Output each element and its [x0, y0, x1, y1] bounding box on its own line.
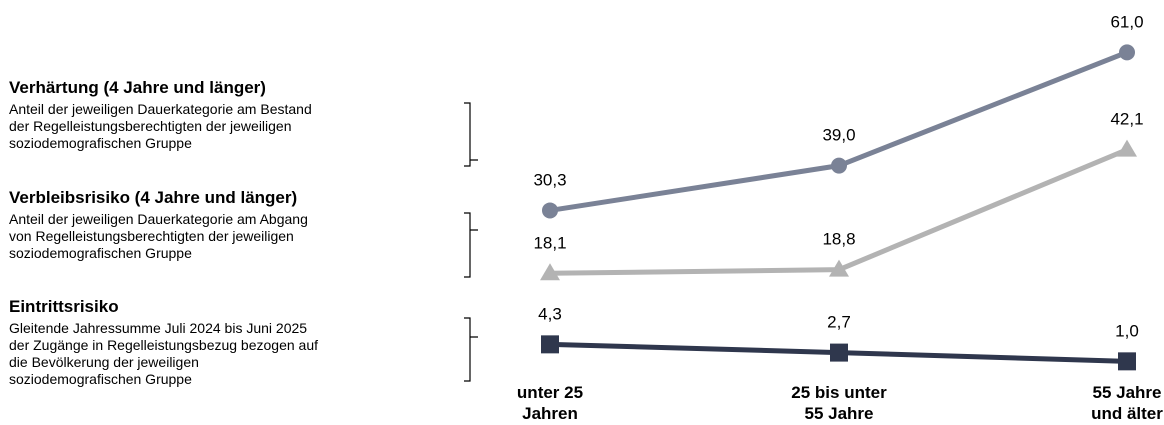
plot-area: 30,3 39,0 61,0 18,1 18,8 42,1 4,3 2,7 1,0 unter 2…: [517, 12, 1163, 423]
data-point-circle: [1119, 44, 1135, 61]
x-tick-label: und älter: [1091, 404, 1163, 423]
bracket-verbleibsrisiko: [464, 212, 478, 278]
x-tick-label: 55 Jahre: [1093, 383, 1162, 402]
x-tick-label: 25 bis unter: [791, 383, 887, 402]
legend-desc-line: soziodemografischen Gruppe: [9, 245, 192, 261]
data-point-circle: [542, 202, 558, 219]
legend-desc-line: der Zugänge in Regelleistungsbezug bezog…: [9, 337, 319, 353]
data-point-square: [541, 335, 559, 354]
legend-desc-line: Gleitende Jahressumme Juli 2024 bis Juni…: [9, 320, 308, 336]
data-point-square: [830, 343, 848, 362]
legend-verbleibsrisiko: Verbleibsrisiko (4 Jahre und länger) Ant…: [9, 188, 469, 262]
legend-description: Anteil der jeweiligen Dauerkategorie am …: [9, 211, 469, 262]
x-tick-label: 55 Jahre: [805, 404, 874, 423]
legend-description: Gleitende Jahressumme Juli 2024 bis Juni…: [9, 320, 469, 388]
data-label: 2,7: [827, 313, 851, 332]
legend-verhaertung: Verhärtung (4 Jahre und länger) Anteil d…: [9, 78, 469, 152]
legend-desc-line: Anteil der jeweiligen Dauerkategorie am …: [9, 211, 308, 227]
data-label: 61,0: [1110, 12, 1143, 31]
legend-desc-line: die Bevölkerung der jeweiligen: [9, 354, 199, 370]
data-point-triangle: [829, 259, 849, 277]
legend-eintrittsrisiko: Eintrittsrisiko Gleitende Jahressumme Ju…: [9, 297, 469, 388]
legend-desc-line: Anteil der jeweiligen Dauerkategorie am …: [9, 101, 312, 117]
bracket-verhaertung: [464, 102, 478, 167]
data-point-triangle: [540, 263, 560, 281]
data-label: 18,1: [533, 233, 566, 252]
data-label: 4,3: [538, 304, 562, 323]
legend-desc-line: der Regelleistungsberechtigten der jewei…: [9, 118, 292, 134]
legend-desc-line: soziodemografischen Gruppe: [9, 135, 192, 151]
x-tick-label: unter 25: [517, 383, 583, 402]
data-point-triangle: [1117, 139, 1137, 157]
legend-title: Eintrittsrisiko: [9, 297, 119, 316]
data-point-square: [1118, 352, 1136, 371]
data-label: 30,3: [533, 170, 566, 189]
data-label: 18,8: [822, 230, 855, 249]
legend-desc-line: von Regelleistungsberechtigten der jewei…: [9, 228, 294, 244]
data-label: 39,0: [822, 126, 855, 145]
legend-desc-line: soziodemografischen Gruppe: [9, 371, 192, 387]
legend-description: Anteil der jeweiligen Dauerkategorie am …: [9, 101, 469, 152]
legend-title: Verbleibsrisiko (4 Jahre und länger): [9, 188, 298, 207]
bracket-eintrittsrisiko: [464, 317, 478, 382]
x-tick-label: Jahren: [522, 404, 578, 423]
legend-title: Verhärtung (4 Jahre und länger): [9, 78, 266, 97]
data-point-circle: [831, 157, 847, 174]
data-label: 1,0: [1115, 321, 1139, 340]
data-label: 42,1: [1110, 110, 1143, 129]
